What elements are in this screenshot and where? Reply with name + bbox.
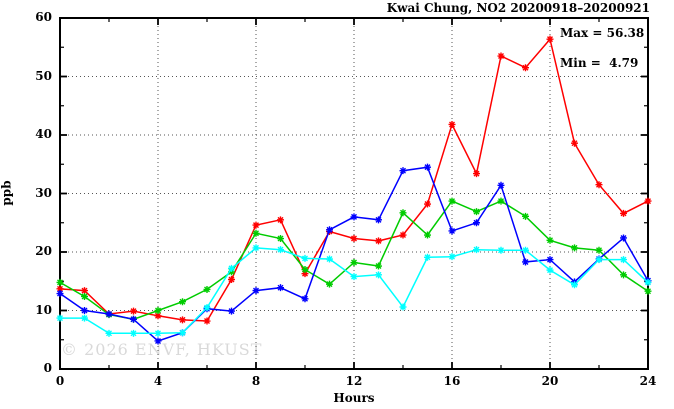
x-tick-label: 24	[639, 374, 657, 388]
y-tick-label: 50	[35, 68, 52, 83]
x-tick-label: 12	[345, 374, 363, 388]
max-label: Max = 56.38	[560, 26, 645, 40]
y-tick-label: 20	[35, 244, 52, 258]
x-tick-label: 20	[541, 374, 559, 388]
max-min-annotation: Max = 56.38 Min = 4.79	[560, 26, 644, 71]
y-tick-label: 0	[43, 361, 52, 375]
watermark: © 2026 ENVF, HKUST	[61, 340, 263, 359]
y-tick-label: 10	[35, 302, 52, 317]
x-tick-label: 16	[443, 374, 461, 388]
series-red-markers	[56, 35, 652, 325]
plot-frame	[59, 17, 649, 370]
y-tick-label: 40	[35, 127, 52, 141]
min-label: Min = 4.79	[560, 56, 639, 70]
x-axis-label: Hours	[333, 391, 375, 405]
x-tick-label: 0	[55, 374, 65, 388]
y-tick-label: 30	[35, 185, 52, 200]
y-tick-label: 60	[35, 10, 52, 24]
x-tick-label: 4	[153, 374, 163, 388]
x-tick-label: 8	[251, 374, 261, 388]
chart-title: Kwai Chung, NO2 20200918–20200921	[386, 1, 650, 15]
series-cyan-markers	[56, 244, 652, 337]
